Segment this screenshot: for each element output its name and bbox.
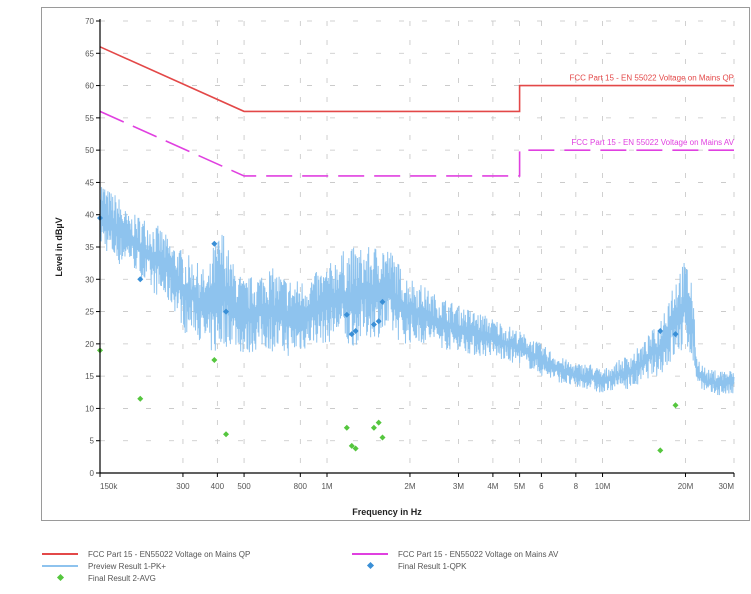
y-tick-label: 25: [85, 308, 94, 317]
point-final-qpk: [370, 321, 377, 328]
x-tick-label: 800: [294, 482, 308, 491]
chart-legend: FCC Part 15 - EN55022 Voltage on Mains Q…: [0, 546, 751, 594]
point-final-avg: [672, 402, 679, 409]
point-final-avg: [137, 395, 144, 402]
point-final-qpk: [352, 327, 359, 334]
legend-label-qp-limit: FCC Part 15 - EN55022 Voltage on Mains Q…: [88, 549, 251, 559]
y-tick-label: 70: [85, 17, 94, 26]
x-tick-label: 10M: [595, 482, 611, 491]
y-tick-label: 40: [85, 211, 94, 220]
legend-line-qp: [42, 553, 78, 555]
y-tick-label: 50: [85, 146, 94, 155]
legend-swatch-qp-limit: [42, 548, 78, 560]
point-final-qpk: [379, 298, 386, 305]
x-tick-label: 150k: [100, 482, 118, 491]
limit-line-av: [99, 110, 734, 177]
legend-label-preview: Preview Result 1-PK+: [88, 561, 167, 571]
x-tick-label: 6: [539, 482, 544, 491]
y-tick-label: 0: [90, 469, 95, 478]
x-tick-label: 8: [574, 482, 579, 491]
y-tick-label: 30: [85, 275, 94, 284]
y-ticks: 0 5 10 15 20 25 30 35 40 45 50 55 60 65 70: [85, 17, 100, 478]
legend-item-final-qpk: Final Result 1-QPK: [352, 560, 466, 572]
y-tick-label: 55: [85, 114, 94, 123]
point-final-avg: [352, 445, 359, 452]
chart-frame: [41, 7, 750, 521]
x-tick-label: 300: [176, 482, 190, 491]
legend-swatch-av-limit: [352, 548, 388, 560]
legend-item-qp-limit: FCC Part 15 - EN55022 Voltage on Mains Q…: [42, 548, 250, 560]
point-final-avg: [657, 447, 664, 454]
preview-trace: [99, 187, 735, 396]
point-final-avg: [223, 431, 230, 438]
x-tick-label: 500: [237, 482, 251, 491]
x-tick-label: 3M: [453, 482, 464, 491]
x-axis-title: Frequency in Hz: [352, 507, 422, 517]
y-tick-label: 10: [85, 404, 94, 413]
point-final-qpk: [343, 311, 350, 318]
legend-item-av-limit: FCC Part 15 - EN55022 Voltage on Mains A…: [352, 548, 558, 560]
y-tick-label: 60: [85, 82, 94, 91]
y-tick-label: 45: [85, 178, 94, 187]
legend-line-av: [352, 553, 388, 555]
series-final-avg: [97, 347, 679, 454]
y-tick-label: 15: [85, 372, 94, 381]
point-final-qpk: [137, 276, 144, 283]
legend-swatch-preview: [42, 560, 78, 572]
x-tick-label: 20M: [678, 482, 694, 491]
y-tick-label: 35: [85, 243, 94, 252]
x-tick-label: 4M: [487, 482, 498, 491]
point-final-qpk: [672, 331, 679, 338]
limit-label-qp: FCC Part 15 - EN 55022 Voltage on Mains …: [569, 74, 734, 83]
legend-dot-qpk: [366, 561, 375, 570]
emi-chart: FCC Part 15 - EN 55022 Voltage on Mains …: [54, 17, 735, 517]
point-final-qpk: [348, 331, 355, 338]
point-final-qpk: [375, 318, 382, 325]
legend-item-preview: Preview Result 1-PK+: [42, 560, 166, 572]
y-tick-label: 5: [90, 437, 95, 446]
limit-line-qp: [99, 46, 734, 113]
legend-dot-avg: [56, 573, 65, 582]
point-final-qpk: [657, 327, 664, 334]
point-final-avg: [379, 434, 386, 441]
x-ticks: 150k 300 400 500 800 1M 2M 3M 4M 5M 6 8 10M 20M 30M: [99, 473, 735, 491]
point-final-qpk: [223, 308, 230, 315]
legend-swatch-final-avg: [42, 572, 78, 584]
point-final-avg: [375, 419, 382, 426]
x-tick-label: 30M: [718, 482, 734, 491]
point-final-avg: [343, 424, 350, 431]
y-tick-label: 65: [85, 49, 94, 58]
limit-label-av: FCC Part 15 - EN 55022 Voltage on Mains …: [571, 138, 734, 147]
legend-label-final-qpk: Final Result 1-QPK: [398, 561, 467, 571]
legend-item-final-avg: Final Result 2-AVG: [42, 572, 156, 584]
y-axis-title: Level in dBµV: [54, 217, 64, 276]
legend-label-final-avg: Final Result 2-AVG: [88, 573, 156, 583]
point-final-avg: [348, 442, 355, 449]
point-final-qpk: [211, 240, 218, 247]
y-tick-label: 20: [85, 340, 94, 349]
x-tick-label: 5M: [514, 482, 525, 491]
series-final-qpk: [97, 214, 679, 338]
legend-line-preview: [42, 565, 78, 567]
point-final-avg: [370, 424, 377, 431]
point-final-avg: [211, 357, 218, 363]
legend-label-av-limit: FCC Part 15 - EN55022 Voltage on Mains A…: [398, 549, 559, 559]
x-tick-label: 2M: [404, 482, 415, 491]
x-tick-label: 400: [211, 482, 225, 491]
legend-swatch-final-qpk: [352, 560, 388, 572]
x-tick-label: 1M: [321, 482, 332, 491]
